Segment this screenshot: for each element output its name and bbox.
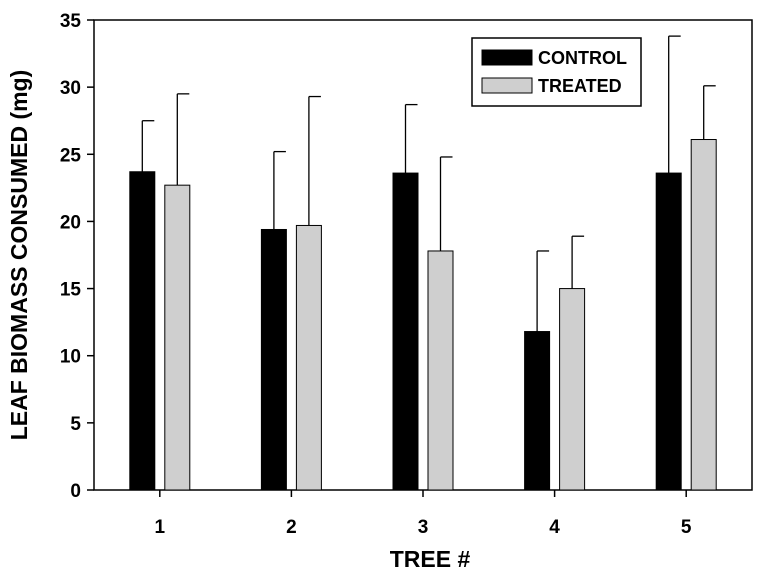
plot-frame xyxy=(93,19,753,491)
y-axis-title: LEAF BIOMASS CONSUMED (mg) xyxy=(6,70,32,441)
bars xyxy=(129,139,717,491)
x-tick-label: 2 xyxy=(286,517,297,538)
y-tick-label: 35 xyxy=(60,11,82,32)
legend-box xyxy=(471,37,642,107)
bar-control-1 xyxy=(129,171,156,491)
y-tick-label: 5 xyxy=(70,414,81,435)
x-tick-label: 1 xyxy=(155,517,166,538)
bar-treated-5 xyxy=(690,139,717,491)
x-tick-label: 4 xyxy=(549,517,560,538)
legend: CONTROL TREATED xyxy=(471,37,642,107)
bar-treated-4 xyxy=(559,288,586,491)
y-tick-label: 30 xyxy=(60,78,81,99)
error-bars xyxy=(141,35,716,332)
bar-treated-2 xyxy=(295,224,322,491)
x-tick-label: 3 xyxy=(418,517,429,538)
bar-control-5 xyxy=(655,172,682,491)
bar-control-2 xyxy=(260,228,287,491)
bar-control-4 xyxy=(524,331,551,491)
plot-area xyxy=(93,19,753,491)
x-tick-label: 5 xyxy=(681,517,692,538)
y-tick-label: 0 xyxy=(70,481,81,502)
bar-treated-1 xyxy=(164,184,191,491)
y-axis-ticks: 0 5 10 15 20 25 30 35 xyxy=(60,11,94,502)
legend-label-control: CONTROL xyxy=(538,48,627,68)
y-tick-label: 10 xyxy=(60,347,81,368)
x-axis-title: TREE # xyxy=(390,546,471,572)
y-tick-label: 15 xyxy=(60,280,82,301)
x-axis-ticks: 1 2 3 4 5 xyxy=(155,490,692,538)
bar-control-3 xyxy=(392,172,419,491)
bar-treated-3 xyxy=(427,250,454,491)
legend-swatch-treated xyxy=(481,77,533,94)
y-tick-label: 20 xyxy=(60,212,81,233)
y-tick-label: 25 xyxy=(60,145,82,166)
legend-swatch-control xyxy=(481,49,533,66)
legend-label-treated: TREATED xyxy=(538,76,622,96)
